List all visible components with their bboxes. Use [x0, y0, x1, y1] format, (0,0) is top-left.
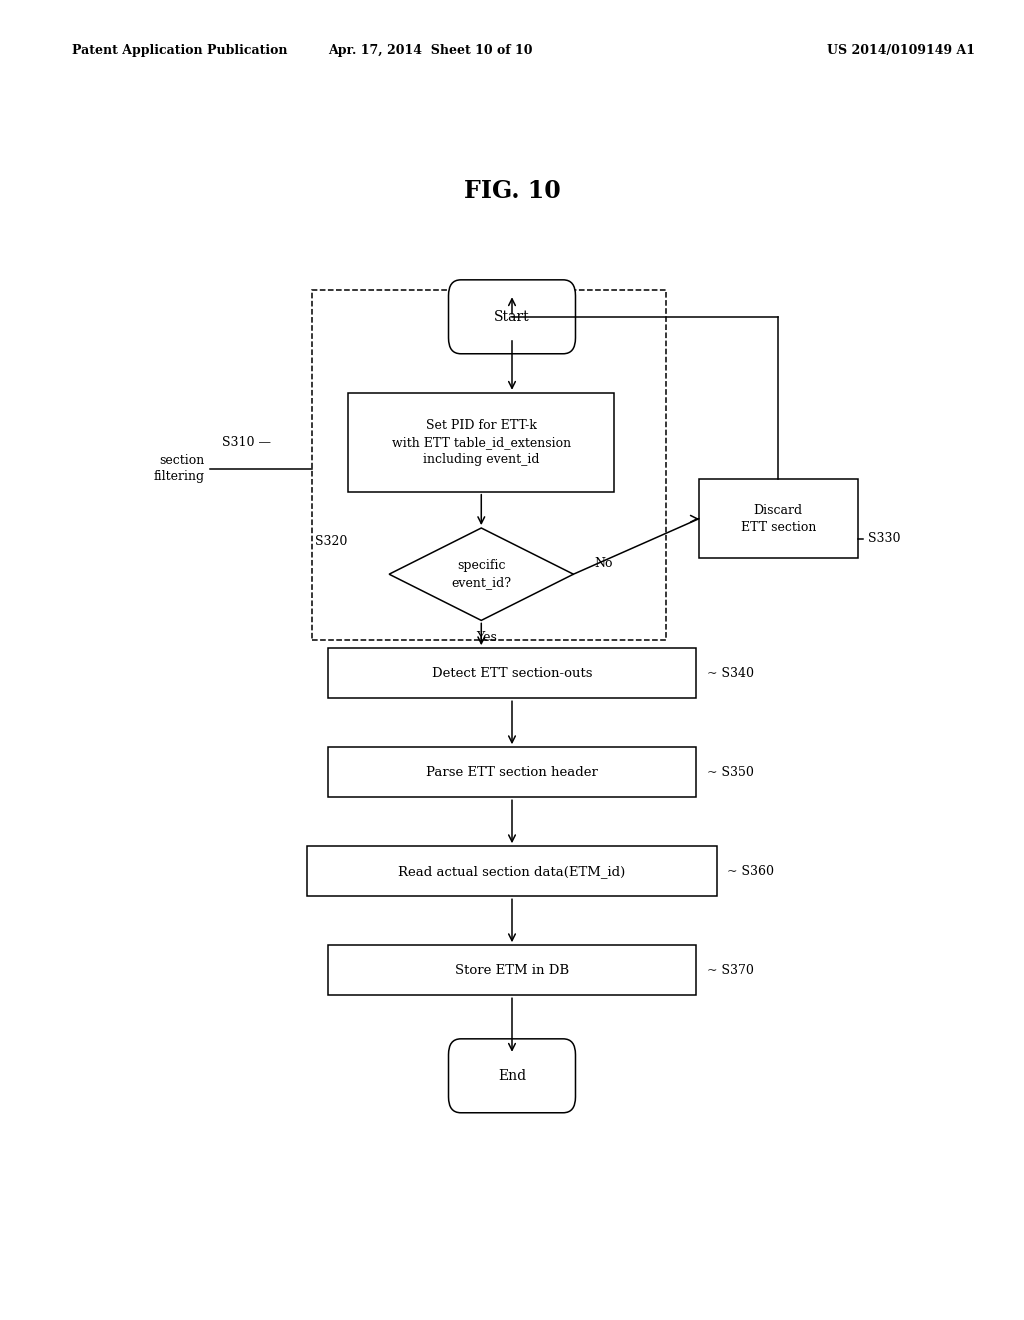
Bar	[312, 290, 666, 640]
Text: US 2014/0109149 A1: US 2014/0109149 A1	[827, 44, 975, 57]
Text: No: No	[594, 557, 612, 570]
Text: Discard
ETT section: Discard ETT section	[740, 504, 816, 533]
Text: ~ S370: ~ S370	[707, 964, 754, 977]
Text: Set PID for ETT-k
with ETT table_id_extension
including event_id: Set PID for ETT-k with ETT table_id_exte…	[392, 418, 570, 466]
Polygon shape	[389, 528, 573, 620]
Text: Store ETM in DB: Store ETM in DB	[455, 964, 569, 977]
Text: ~ S340: ~ S340	[707, 667, 754, 680]
Text: Apr. 17, 2014  Sheet 10 of 10: Apr. 17, 2014 Sheet 10 of 10	[328, 44, 532, 57]
Text: FIG. 10: FIG. 10	[464, 180, 560, 203]
Text: End: End	[498, 1069, 526, 1082]
FancyBboxPatch shape	[449, 1039, 575, 1113]
Text: Read actual section data(ETM_id): Read actual section data(ETM_id)	[398, 865, 626, 878]
Text: specific
event_id?: specific event_id?	[452, 560, 511, 589]
Text: Start: Start	[495, 310, 529, 323]
Text: section
filtering: section filtering	[154, 454, 205, 483]
Bar	[698, 479, 858, 558]
Bar	[348, 393, 614, 491]
FancyBboxPatch shape	[449, 280, 575, 354]
Text: S320: S320	[315, 535, 348, 548]
Bar	[328, 747, 696, 797]
Text: S310 —: S310 —	[222, 436, 271, 449]
Text: S330: S330	[868, 532, 900, 545]
Text: ~ S360: ~ S360	[727, 865, 774, 878]
Text: Yes: Yes	[476, 631, 497, 644]
Text: ~ S350: ~ S350	[707, 766, 754, 779]
Text: Detect ETT section-outs: Detect ETT section-outs	[432, 667, 592, 680]
Text: Parse ETT section header: Parse ETT section header	[426, 766, 598, 779]
Bar	[328, 945, 696, 995]
Text: Patent Application Publication: Patent Application Publication	[72, 44, 287, 57]
Bar	[328, 648, 696, 698]
Bar	[307, 846, 717, 896]
